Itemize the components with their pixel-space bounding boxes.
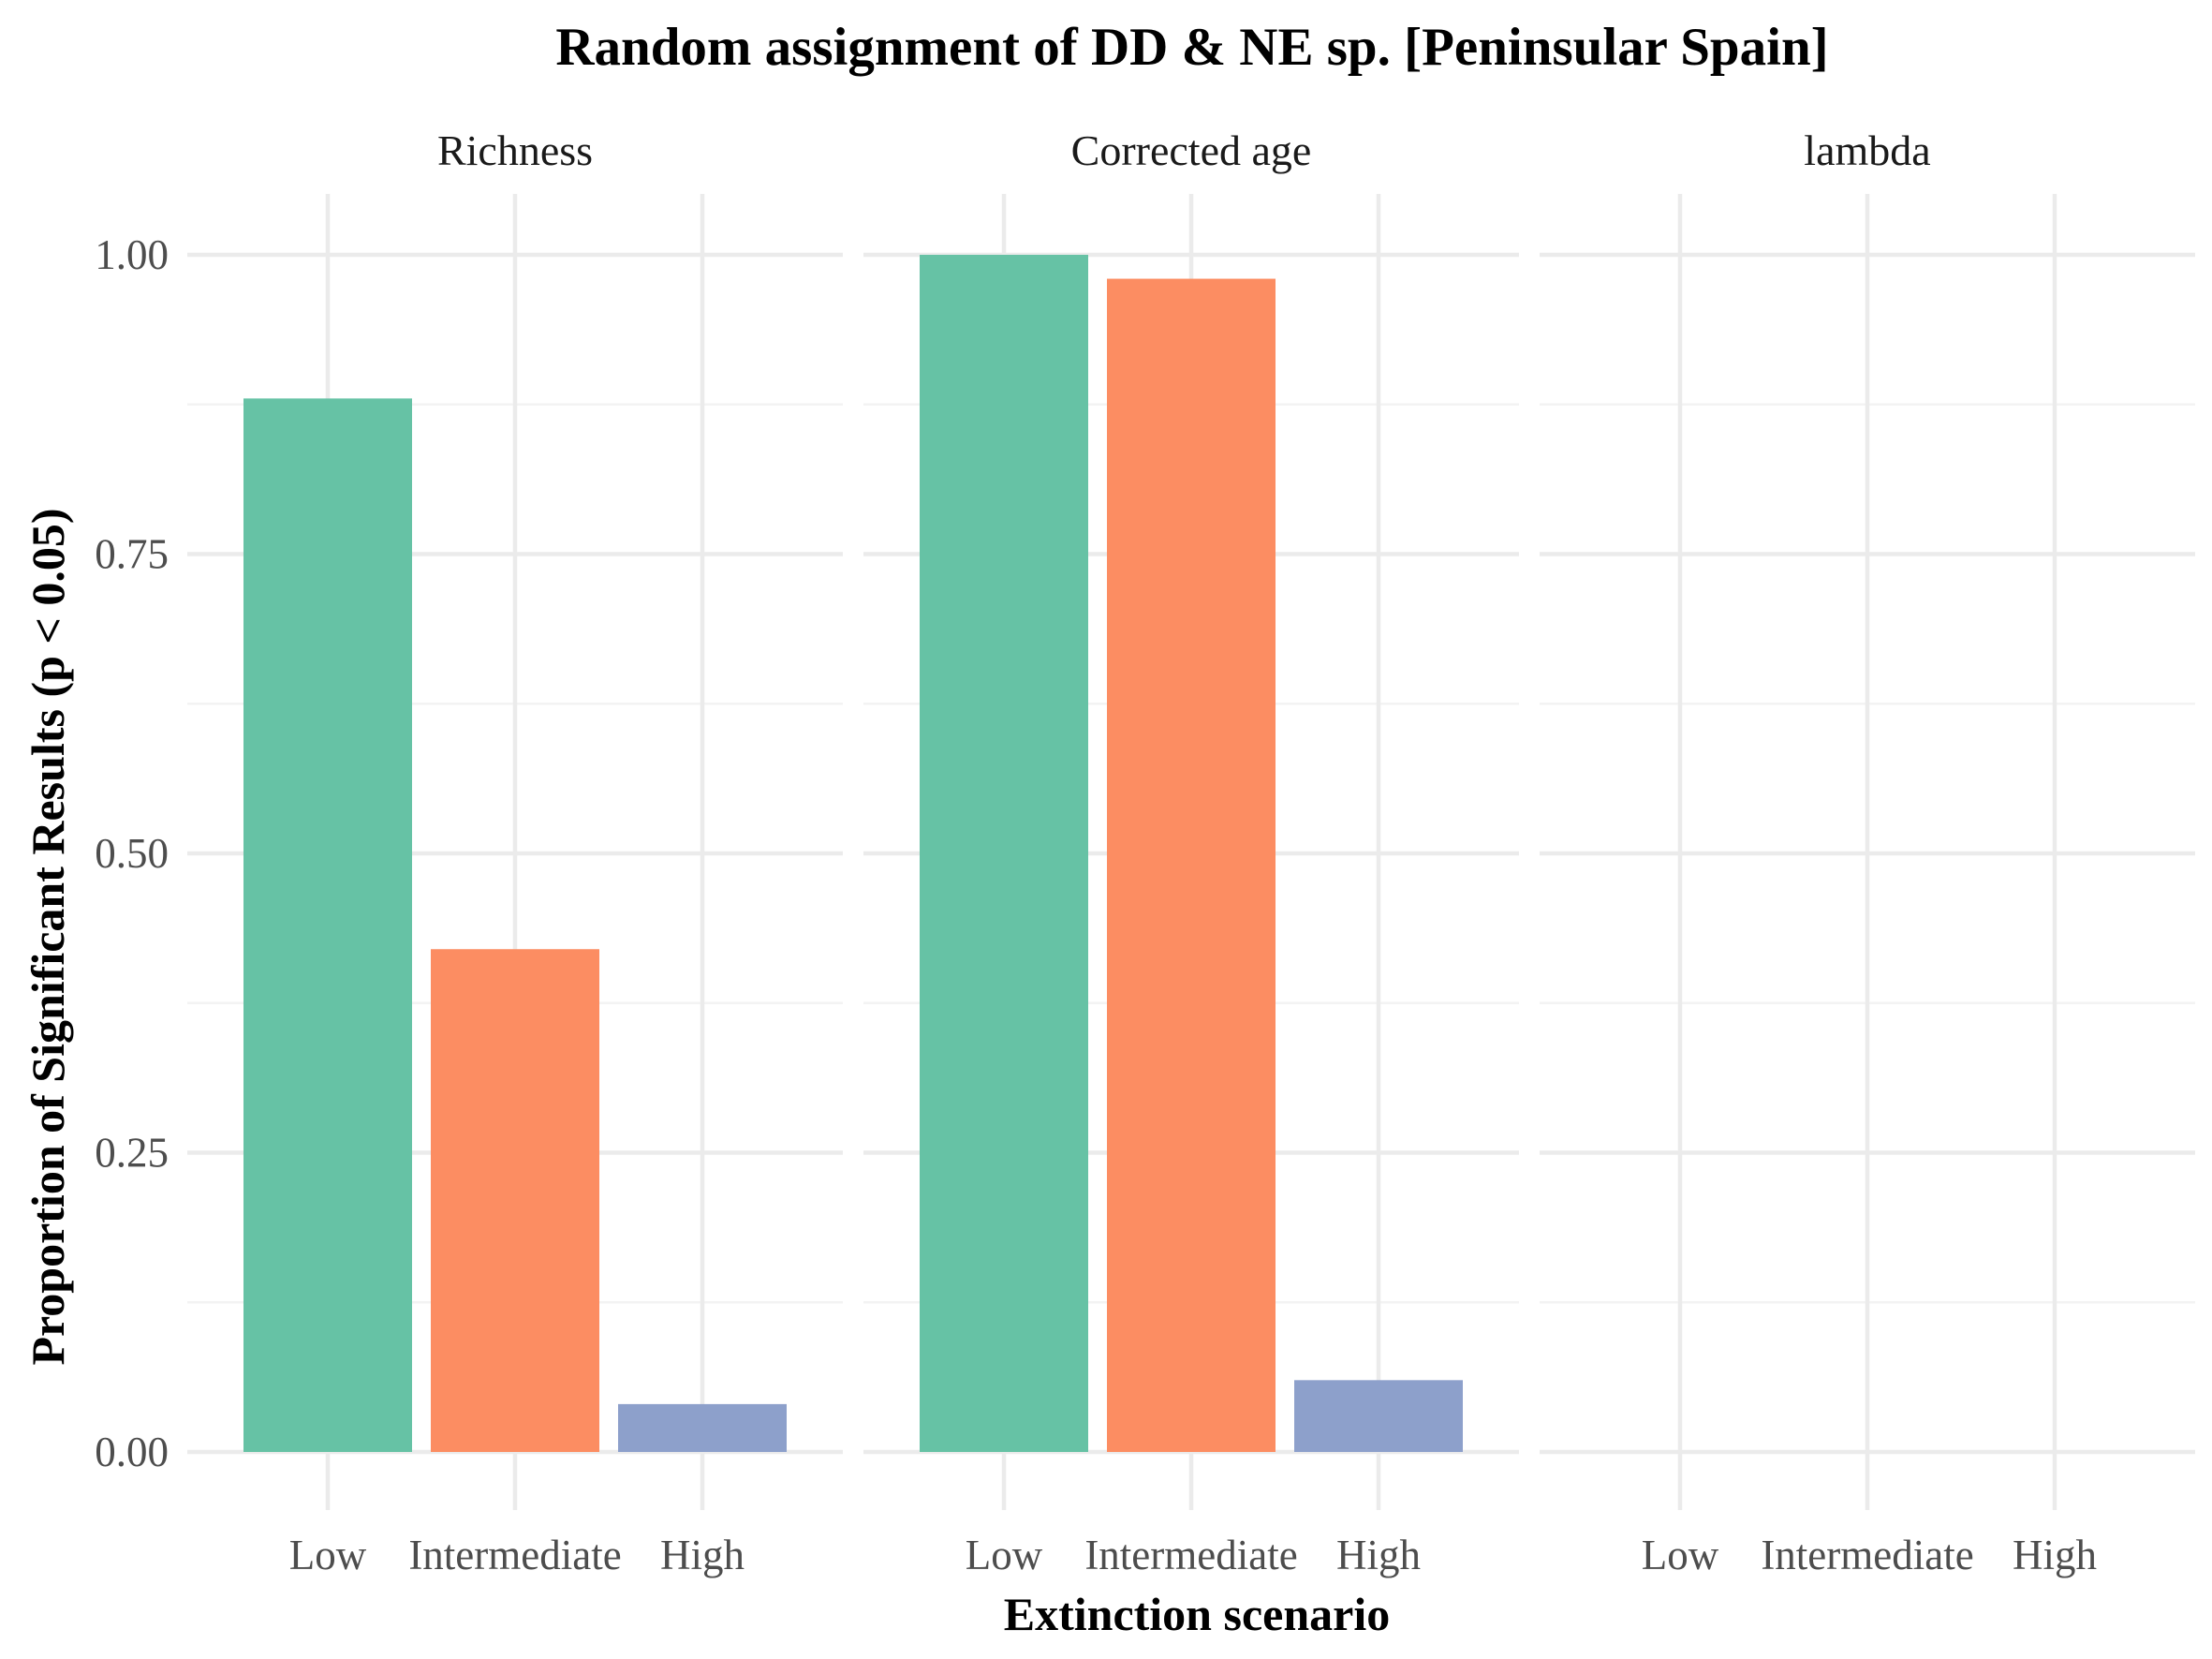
x-tick-label: Low [289, 1532, 367, 1578]
y-axis-title: Proportion of Significant Results (p < 0… [22, 508, 74, 1365]
y-tick-label: 0.50 [95, 830, 169, 877]
x-tick-label: High [1336, 1532, 1421, 1578]
bar-intermediate [1107, 278, 1276, 1452]
x-tick-label: Intermediate [1084, 1532, 1297, 1578]
facet-panel: Corrected age Low Intermediate High [863, 126, 1519, 1578]
y-axis-ticks: 0.00 0.25 0.50 0.75 1.00 [95, 231, 169, 1475]
y-tick-label: 1.00 [95, 231, 169, 278]
facet-strip-label: lambda [1804, 126, 1930, 174]
facet-strip-label: Richness [437, 126, 593, 174]
bar-low [243, 398, 412, 1452]
bar-intermediate [431, 949, 599, 1452]
facet-strip-label: Corrected age [1071, 126, 1312, 174]
x-tick-label: Low [966, 1532, 1043, 1578]
x-tick-label: High [2013, 1532, 2097, 1578]
bar-high [1294, 1380, 1463, 1452]
bar-high [618, 1403, 787, 1452]
bar-low [920, 255, 1088, 1452]
y-tick-label: 0.00 [95, 1429, 169, 1475]
x-tick-label: Intermediate [1761, 1532, 1973, 1578]
y-tick-label: 0.25 [95, 1130, 169, 1177]
x-tick-label: High [660, 1532, 745, 1578]
facet-panel: Richness Low Intermediate High [187, 126, 843, 1578]
x-tick-label: Intermediate [408, 1532, 621, 1578]
chart-title: Random assignment of DD & NE sp. [Penins… [555, 18, 1828, 77]
y-tick-label: 0.75 [95, 531, 169, 578]
x-axis-title: Extinction scenario [1004, 1588, 1390, 1640]
x-tick-label: Low [1642, 1532, 1719, 1578]
facet-panel: lambda Low Intermediate High [1540, 126, 2195, 1578]
